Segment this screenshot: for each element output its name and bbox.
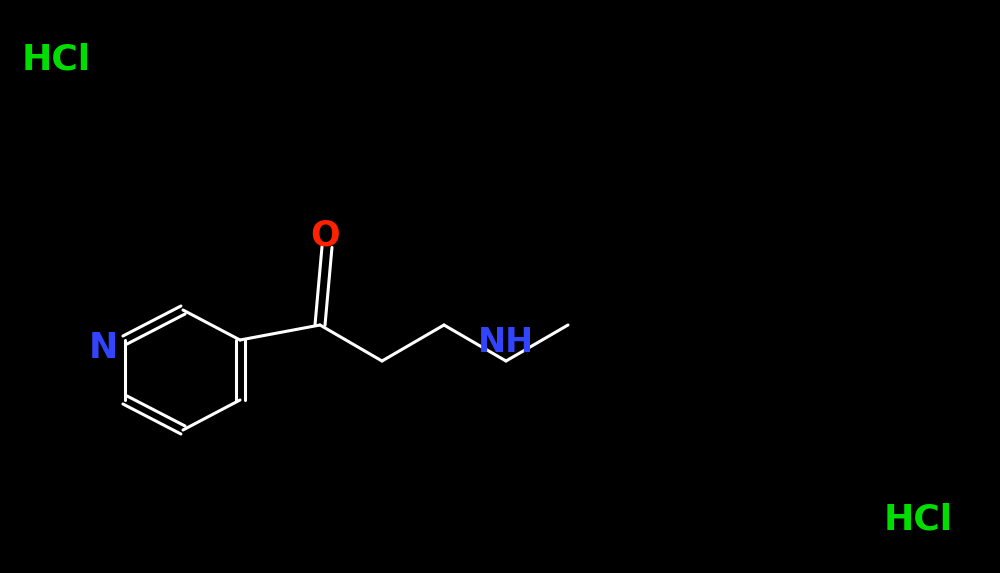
Text: N: N [88, 331, 118, 365]
Text: HCl: HCl [22, 42, 91, 76]
Text: NH: NH [478, 327, 534, 359]
Text: O: O [310, 218, 340, 252]
Text: HCl: HCl [884, 502, 953, 536]
